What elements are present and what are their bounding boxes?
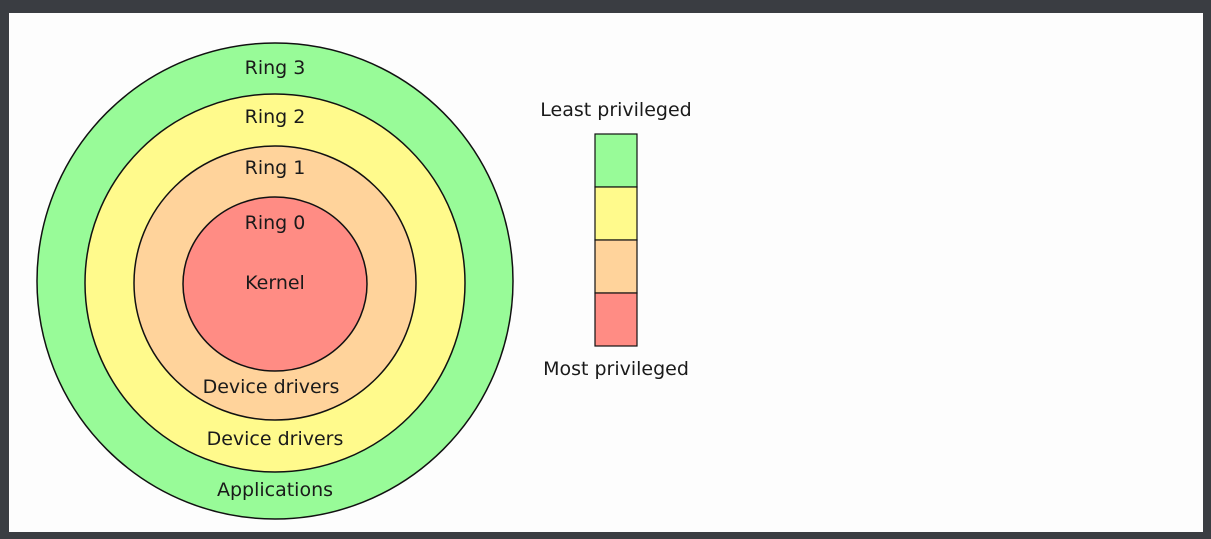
legend-swatch-ring-3 xyxy=(594,133,638,188)
ring-0-label: Ring 0 xyxy=(245,212,306,234)
diagram-canvas: Ring 3 Ring 2 Ring 1 Ring 0 Kernel Devic… xyxy=(9,13,1203,532)
applications-label: Applications xyxy=(217,479,333,501)
legend-bottom-label: Most privileged xyxy=(543,358,689,380)
ring-2-sublabel: Device drivers xyxy=(207,428,344,450)
ring-3-label: Ring 3 xyxy=(245,57,306,79)
kernel-label: Kernel xyxy=(245,272,305,294)
ring-labels: Ring 3 Ring 2 Ring 1 Ring 0 Kernel Devic… xyxy=(203,57,344,501)
ring-1-label: Ring 1 xyxy=(245,157,306,179)
legend-swatch-ring-2 xyxy=(594,186,638,241)
legend-swatch-ring-1 xyxy=(594,239,638,294)
ring-2-label: Ring 2 xyxy=(245,106,306,128)
ring-1-sublabel: Device drivers xyxy=(203,376,340,398)
ring-0-circle xyxy=(182,196,368,372)
legend-swatch-ring-0 xyxy=(594,292,638,347)
legend-top-label: Least privileged xyxy=(540,99,691,121)
privilege-legend: Least privileged Most privileged xyxy=(540,99,691,380)
rings-group xyxy=(36,42,514,520)
protection-rings-diagram: Ring 3 Ring 2 Ring 1 Ring 0 Kernel Devic… xyxy=(36,42,692,520)
